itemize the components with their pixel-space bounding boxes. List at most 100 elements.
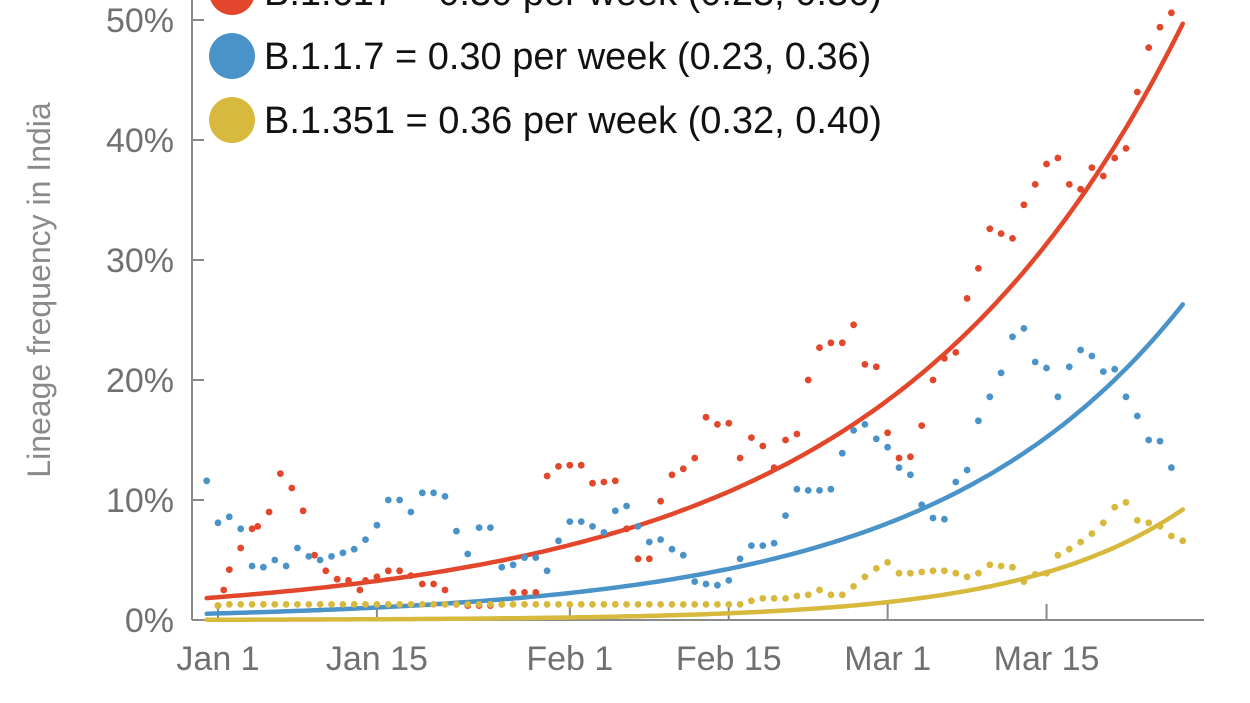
point-B-1-617 bbox=[1133, 88, 1141, 96]
point-B-1-351 bbox=[1020, 578, 1028, 585]
point-B-1-617 bbox=[407, 572, 415, 579]
point-B-1-351 bbox=[941, 567, 948, 575]
point-B-1-1-7 bbox=[759, 542, 767, 549]
point-B-1-617 bbox=[430, 580, 437, 588]
point-B-1-617 bbox=[918, 422, 926, 429]
point-B-1-351 bbox=[702, 601, 710, 608]
point-B-1-617 bbox=[521, 589, 528, 596]
point-B-1-617 bbox=[929, 376, 937, 384]
point-B-1-351 bbox=[770, 595, 778, 602]
point-B-1-1-7 bbox=[918, 501, 926, 509]
point-B-1-351 bbox=[260, 601, 267, 608]
point-B-1-617 bbox=[1065, 181, 1073, 188]
point-B-1-1-7 bbox=[362, 536, 369, 543]
point-B-1-351 bbox=[1168, 532, 1175, 540]
point-B-1-1-7 bbox=[623, 502, 630, 510]
point-B-1-1-7 bbox=[555, 537, 562, 545]
x-tick-label: Feb 15 bbox=[676, 640, 782, 678]
point-B-1-351 bbox=[1179, 537, 1187, 545]
x-tick-label: Feb 1 bbox=[526, 640, 613, 678]
point-B-1-351 bbox=[816, 586, 823, 594]
x-tick-label: Mar 15 bbox=[994, 640, 1100, 678]
point-B-1-617 bbox=[838, 339, 846, 347]
point-B-1-617 bbox=[322, 567, 330, 575]
point-B-1-617 bbox=[543, 472, 551, 480]
point-B-1-351 bbox=[759, 595, 767, 602]
point-B-1-351 bbox=[679, 601, 687, 608]
point-B-1-351 bbox=[453, 601, 460, 608]
point-B-1-351 bbox=[1156, 523, 1164, 530]
point-B-1-1-7 bbox=[1122, 393, 1130, 401]
point-B-1-351 bbox=[952, 569, 960, 577]
point-B-1-1-7 bbox=[384, 496, 392, 504]
point-B-1-351 bbox=[407, 601, 415, 608]
point-B-1-351 bbox=[963, 573, 971, 581]
point-B-1-351 bbox=[1054, 551, 1062, 559]
point-B-1-617 bbox=[907, 453, 914, 461]
point-B-1-617 bbox=[566, 461, 574, 469]
point-B-1-1-7 bbox=[475, 524, 483, 531]
point-B-1-351 bbox=[339, 601, 347, 608]
point-B-1-617 bbox=[827, 339, 835, 347]
point-B-1-1-7 bbox=[702, 580, 710, 588]
point-B-1-351 bbox=[543, 601, 551, 608]
data-points bbox=[203, 9, 1187, 609]
point-B-1-351 bbox=[214, 602, 222, 609]
point-B-1-617 bbox=[248, 525, 256, 533]
point-B-1-617 bbox=[645, 555, 653, 563]
point-B-1-351 bbox=[589, 601, 596, 608]
point-B-1-1-7 bbox=[782, 512, 789, 519]
point-B-1-351 bbox=[532, 601, 540, 608]
point-B-1-617 bbox=[532, 589, 540, 596]
point-B-1-351 bbox=[986, 561, 994, 569]
point-B-1-351 bbox=[577, 601, 585, 608]
legend-label: B.1.617 = 0.30 per week (0.23, 0.36) bbox=[264, 0, 882, 14]
point-B-1-617 bbox=[975, 265, 982, 272]
point-B-1-1-7 bbox=[373, 521, 381, 529]
point-B-1-351 bbox=[827, 591, 835, 599]
point-B-1-617 bbox=[509, 589, 517, 596]
y-tick-label: 30% bbox=[106, 242, 174, 280]
point-B-1-1-7 bbox=[850, 427, 857, 434]
point-B-1-617 bbox=[384, 567, 392, 575]
point-B-1-351 bbox=[1088, 530, 1096, 537]
point-B-1-1-7 bbox=[838, 449, 846, 457]
point-B-1-1-7 bbox=[1043, 364, 1050, 372]
point-B-1-1-7 bbox=[1020, 325, 1028, 332]
point-B-1-1-7 bbox=[679, 551, 687, 559]
point-B-1-617 bbox=[714, 421, 721, 428]
point-B-1-351 bbox=[691, 601, 699, 608]
point-B-1-1-7 bbox=[509, 561, 517, 569]
point-B-1-1-7 bbox=[566, 518, 574, 525]
point-B-1-351 bbox=[328, 601, 335, 608]
point-B-1-617 bbox=[872, 363, 880, 371]
point-B-1-351 bbox=[430, 601, 437, 608]
point-B-1-1-7 bbox=[963, 466, 971, 474]
point-B-1-351 bbox=[1031, 571, 1039, 578]
point-B-1-617 bbox=[1009, 235, 1016, 242]
point-B-1-351 bbox=[748, 597, 755, 605]
point-B-1-617 bbox=[816, 344, 823, 351]
legend-marker bbox=[209, 33, 255, 79]
point-B-1-617 bbox=[1168, 9, 1175, 17]
point-B-1-351 bbox=[441, 601, 449, 608]
point-B-1-351 bbox=[396, 601, 403, 608]
y-tick-label: 40% bbox=[106, 122, 174, 160]
point-B-1-617 bbox=[1099, 172, 1107, 180]
point-B-1-351 bbox=[384, 601, 392, 608]
point-B-1-351 bbox=[657, 601, 664, 608]
point-B-1-617 bbox=[997, 230, 1005, 238]
point-B-1-617 bbox=[1054, 154, 1062, 162]
point-B-1-1-7 bbox=[861, 421, 869, 428]
point-B-1-617 bbox=[963, 295, 971, 302]
x-tick-label: Mar 1 bbox=[844, 640, 931, 678]
point-B-1-351 bbox=[907, 569, 914, 577]
point-B-1-1-7 bbox=[498, 563, 506, 571]
point-B-1-617 bbox=[861, 361, 869, 368]
point-B-1-351 bbox=[634, 601, 642, 608]
axes bbox=[191, 0, 1204, 621]
point-B-1-1-7 bbox=[316, 556, 324, 564]
point-B-1-617 bbox=[362, 577, 369, 584]
point-B-1-351 bbox=[736, 601, 744, 608]
point-B-1-1-7 bbox=[487, 524, 494, 531]
